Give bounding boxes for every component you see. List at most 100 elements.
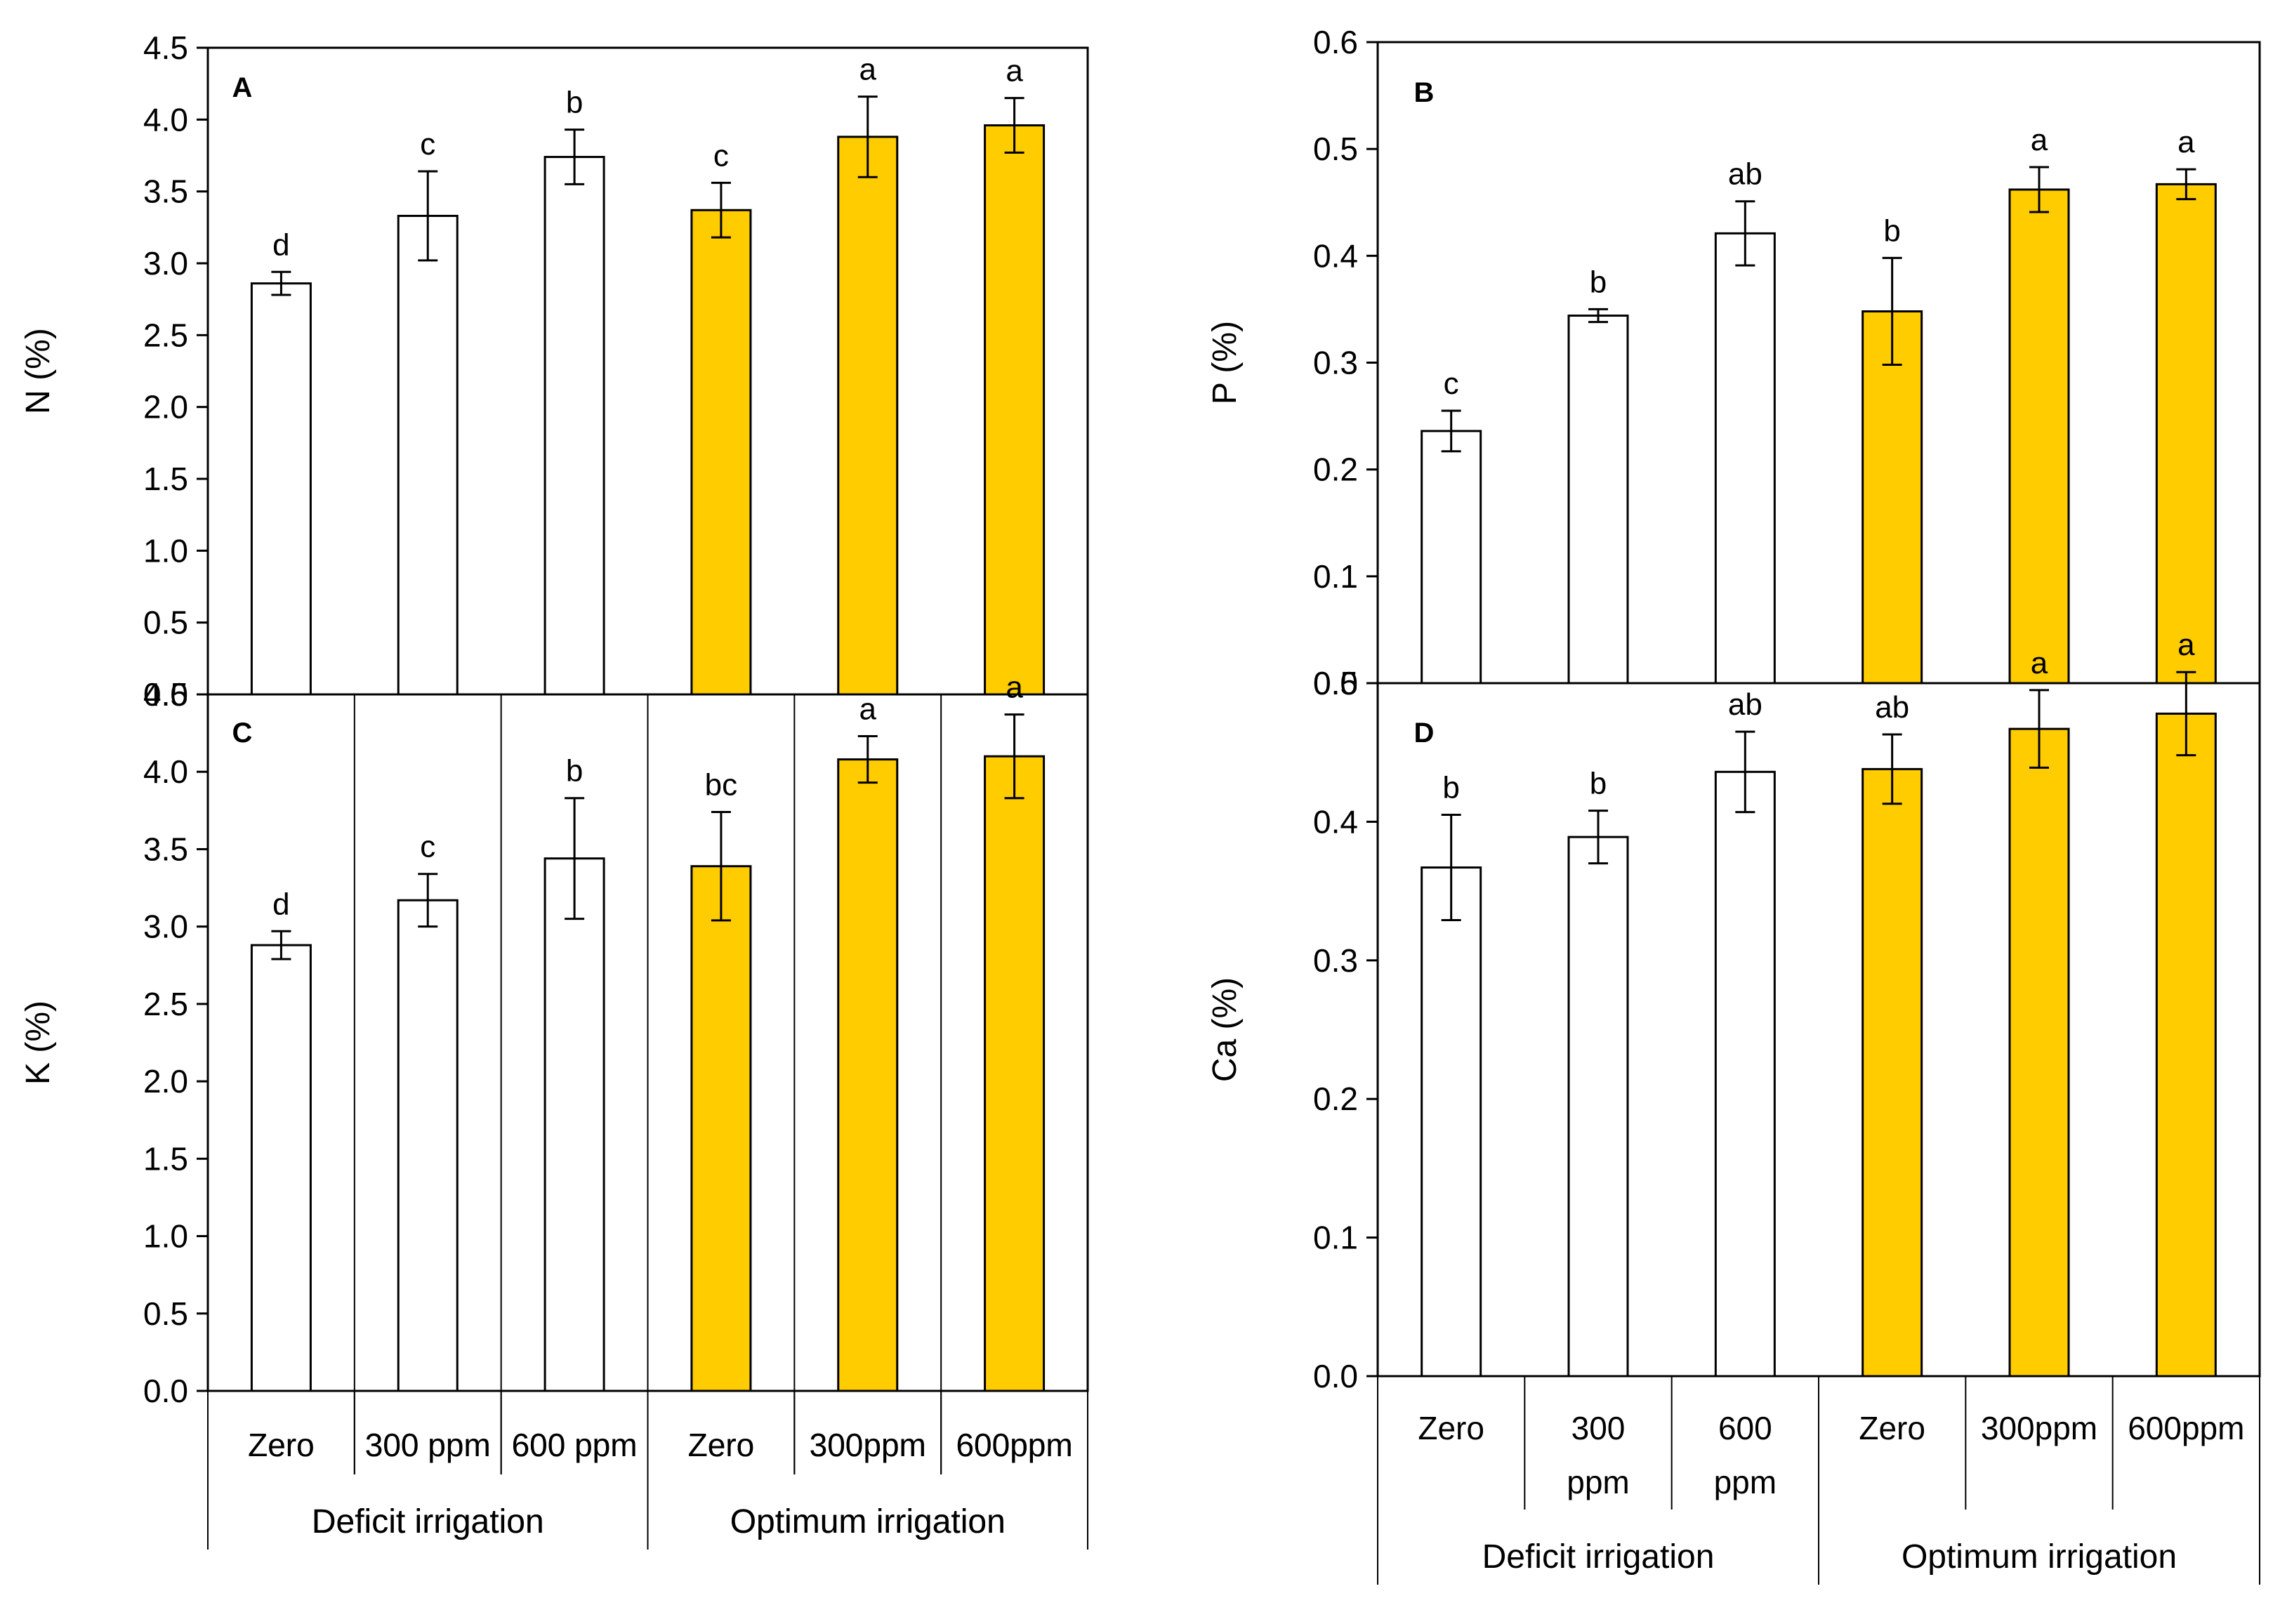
panel-b-ytick-label: 0.0 (1313, 665, 1358, 701)
panel-d-ytick-label: 0.3 (1313, 942, 1358, 979)
panel-c-ylabel: K (%) (20, 1001, 57, 1085)
panel-d-category-label: 600ppm (2128, 1410, 2244, 1446)
panel-b-ylabel: P (%) (1206, 321, 1244, 404)
panel-c-ytick-label: 1.0 (143, 1218, 188, 1255)
panel-b-sig-letter: b (1590, 265, 1607, 299)
panel-c-sig-letter: c (420, 830, 435, 864)
panel-a-category-label: 300 ppm (365, 1427, 491, 1463)
panel-b-bar (2155, 183, 2217, 685)
panel-a-ytick-label: 3.5 (143, 173, 188, 210)
panel-a-bar (250, 282, 312, 696)
panel-a-sig-letter: c (713, 138, 729, 173)
panel-c-category-label: Zero (688, 1427, 755, 1463)
panel-d-sig-letter: b (1442, 771, 1459, 805)
panel-a-bar (837, 136, 899, 696)
panel-c-category-label: 600 ppm (512, 1427, 638, 1463)
panel-d-bar (1567, 836, 1629, 1378)
panel-d-bar (1421, 866, 1482, 1378)
panel-a-group-label: Deficit irrigation (312, 1503, 544, 1540)
panel-a-bar (690, 209, 752, 696)
panel-c-category-label: 300ppm (810, 1427, 926, 1463)
panel-b-ytick-label: 0.5 (1313, 131, 1358, 167)
panel-b-bar (1714, 232, 1776, 685)
panel-b-sig-letter: b (1883, 213, 1900, 248)
panel-b-bar (2008, 188, 2070, 685)
panel-d-category-label: 300ppm (1981, 1410, 2097, 1446)
panel-a-sig-letter: b (566, 86, 583, 120)
panel-a-sig-letter: d (272, 227, 289, 262)
panel-d-category-label: Zero (1859, 1410, 1925, 1446)
panel-c-bar (837, 758, 899, 1392)
panel-b-letter: B (1414, 77, 1435, 108)
panel-a-ytick-label: 4.0 (143, 101, 188, 138)
panel-d-ylabel: Ca (%) (1206, 977, 1244, 1082)
panel-a-sig-letter: a (1006, 54, 1023, 88)
panel-a-category-label: 600 ppm (512, 1427, 638, 1463)
panel-a-ytick-label: 1.0 (143, 532, 188, 569)
panel-a-ytick-label: 0.0 (143, 676, 188, 713)
panel-a: 0.00.51.01.52.02.53.03.54.04.5N (%)Adcbc… (20, 29, 1089, 1550)
panel-d-sig-letter: a (2177, 628, 2195, 662)
panel-c-bar (984, 755, 1046, 1392)
panel-c-ytick-label: 3.5 (143, 831, 188, 867)
panel-a-bar (397, 214, 459, 696)
panel-c-category-label: 300 ppm (365, 1427, 491, 1463)
panel-c-sig-letter: a (1006, 671, 1023, 705)
panel-a-bar (984, 124, 1046, 696)
panel-c-ytick-label: 4.0 (143, 753, 188, 790)
panel-d-ytick-label: 0.5 (1313, 665, 1358, 701)
panel-d-ytick-label: 0.0 (1313, 1358, 1358, 1394)
panel-d-ytick-label: 0.4 (1313, 803, 1358, 840)
panel-a-ylabel: N (%) (20, 328, 57, 414)
panel-a-ytick-label: 0.5 (143, 605, 188, 641)
panel-d-group-label: Optimum irrigation (1902, 1538, 2177, 1576)
panel-d-sig-letter: ab (1728, 687, 1762, 722)
panel-c-ytick-label: 3.0 (143, 909, 188, 945)
panel-d-letter: D (1414, 718, 1435, 748)
panel-b-ytick-label: 0.3 (1313, 345, 1358, 381)
panel-b-bar (1861, 310, 1923, 685)
panel-a-category-label: 600ppm (956, 1427, 1072, 1463)
panel-c-ytick-label: 0.5 (143, 1295, 188, 1332)
panel-c-sig-letter: bc (705, 768, 737, 803)
panel-d-ytick-label: 0.2 (1313, 1081, 1358, 1117)
panel-a-ytick-label: 1.5 (143, 461, 188, 497)
panel-d-category-label: Zero (1418, 1410, 1484, 1446)
panel-c-bar (690, 865, 752, 1392)
panel-b-sig-letter: c (1444, 367, 1459, 401)
panel-b-bar (1421, 430, 1482, 685)
panel-a-frame (206, 46, 1089, 696)
panel-b-sig-letter: a (2031, 123, 2048, 157)
panel-d-frame (1376, 682, 2261, 1378)
panel-c: 0.0 0.5 1.0 1.5 2.0 2.5 3.0 3.5 4.0 4.5 K (%) Cd c b b… (20, 671, 1089, 1550)
panel-c-ytick-label: 1.5 (143, 1140, 188, 1177)
panel-a-ytick-label: 2.5 (143, 317, 188, 353)
panel-b-sig-letter: ab (1728, 157, 1762, 192)
panel-b-frame (1376, 41, 2261, 685)
panel-a-category-label: 300ppm (810, 1427, 926, 1463)
panel-c-category-label: 600ppm (956, 1427, 1072, 1463)
panel-c-ytick-label: 2.0 (143, 1063, 188, 1100)
panel-d-sig-letter: ab (1875, 690, 1909, 725)
panel-a-ytick-label: 4.5 (143, 29, 188, 66)
panel-c-category-label: Zero (248, 1427, 315, 1463)
panel-c-ytick-label: 4.5 (143, 676, 188, 713)
panel-d-group-label: Deficit irrigation (1482, 1538, 1715, 1576)
panel-c-sig-letter: a (859, 692, 877, 727)
panel-d-sig-letter: b (1590, 767, 1607, 801)
panel-a-bar (543, 156, 605, 696)
panel-d-bar (2155, 712, 2217, 1378)
panel-b-ytick-label: 0.4 (1313, 237, 1358, 274)
panel-c-ytick-label: 2.5 (143, 986, 188, 1022)
panel-c-bar (543, 857, 605, 1392)
panel-c-bar (250, 944, 312, 1392)
panel-b: 0.0 0.1 0.2 0.3 0.4 0.5 0.6 P (%) Bc b ab b a a (1206, 24, 2261, 701)
panel-c-ytick-label: 0.0 (143, 1373, 188, 1409)
plots-layer: 0.00.51.01.52.02.53.03.54.04.5N (%)Adcbc… (20, 24, 2261, 1585)
panel-b-ytick-label: 0.1 (1313, 558, 1358, 595)
panel-a-category-label: Zero (248, 1427, 315, 1463)
panel-a-ytick-label: 3.0 (143, 245, 188, 282)
